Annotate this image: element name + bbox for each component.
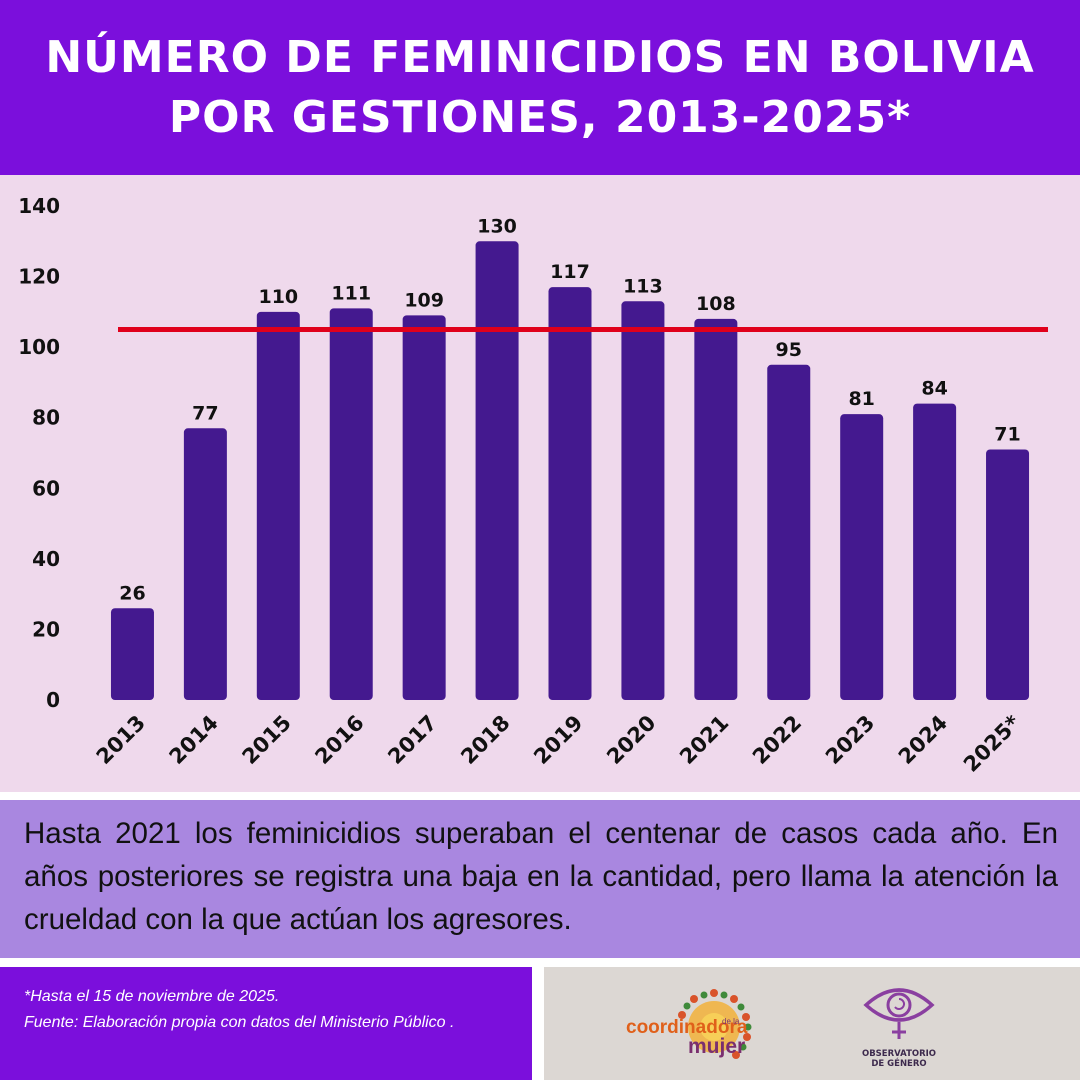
x-tick-label: 2014 (165, 711, 223, 769)
bar (621, 301, 665, 700)
bar (256, 311, 300, 700)
y-tick-label: 80 (32, 406, 60, 430)
x-tick-label: 2020 (602, 711, 660, 769)
bar-value-label: 26 (119, 582, 145, 604)
observatorio-logo-line2: DE GÉNERO (871, 1059, 927, 1069)
bar (548, 287, 592, 700)
mujer-logo-text: mujer (688, 1035, 746, 1058)
chart-title-line-1: NÚMERO DE FEMINICIDIOS EN BOLIVIA (45, 31, 1035, 83)
x-tick-label: 2024 (894, 711, 952, 769)
x-tick-label: 2015 (238, 711, 296, 769)
x-tick-label: 2018 (456, 711, 514, 769)
bar-value-label: 110 (258, 286, 298, 308)
x-tick-label: 2013 (92, 711, 150, 769)
bar-value-label: 109 (404, 289, 444, 311)
chart-title-line-2: POR GESTIONES, 2013-2025* (168, 91, 912, 143)
bar-value-label: 71 (994, 423, 1020, 445)
bar-value-label: 108 (696, 293, 736, 315)
y-tick-label: 140 (18, 194, 60, 218)
chart-panel: 0 20 40 60 80 100 120 140 26 2013 77 2014 110 2015 111… (0, 175, 1080, 792)
x-tick-label: 2017 (383, 711, 441, 769)
bar (110, 608, 154, 700)
y-tick-label: 40 (32, 547, 60, 571)
x-tick-label: 2021 (675, 711, 733, 769)
bar (767, 364, 811, 700)
eye-venus-icon (863, 988, 935, 1039)
bar (913, 403, 957, 700)
y-tick-label: 60 (32, 476, 60, 500)
bar-value-label: 84 (921, 378, 947, 400)
bar (402, 315, 446, 700)
commentary-text: Hasta 2021 los feminicidios superaban el… (24, 817, 1058, 936)
bar (475, 241, 519, 700)
bar-value-label: 81 (848, 388, 874, 410)
bar-value-label: 77 (192, 402, 218, 424)
bar (840, 414, 884, 700)
y-tick-label: 100 (18, 335, 60, 359)
bar-chart: 0 20 40 60 80 100 120 140 26 2013 77 2014 110 2015 111… (18, 194, 1048, 777)
bar-value-label: 117 (550, 261, 590, 283)
observatorio-logo-line1: OBSERVATORIO (861, 1049, 937, 1059)
title-banner: NÚMERO DE FEMINICIDIOS EN BOLIVIA POR GE… (0, 0, 1080, 175)
bar (329, 308, 373, 700)
coordinadora-de-la-mujer-logo: coordinadora de la mujer (626, 985, 756, 1067)
bar-value-label: 113 (623, 275, 663, 297)
coordinadora-logo-small-text: de la (722, 1017, 740, 1026)
footer-logos: coordinadora de la mujer OBSERVATORIO DE… (544, 967, 1080, 1080)
x-tick-label: 2025* (959, 711, 1025, 777)
y-tick-label: 20 (32, 617, 60, 641)
bar-value-label: 130 (477, 215, 517, 237)
bar-value-label: 111 (331, 282, 371, 304)
x-tick-label: 2022 (748, 711, 806, 769)
source-text: Fuente: Elaboración propia con datos del… (24, 1014, 455, 1031)
footer-notes: *Hasta el 15 de noviembre de 2025. Fuent… (0, 967, 532, 1080)
bar (694, 318, 738, 700)
footnote-text: *Hasta el 15 de noviembre de 2025. (24, 988, 280, 1005)
y-tick-label: 0 (46, 688, 60, 712)
x-tick-label: 2019 (529, 711, 587, 769)
x-tick-label: 2016 (310, 711, 368, 769)
sun-figures-icon (678, 989, 752, 1059)
observatorio-de-genero-logo: OBSERVATORIO DE GÉNERO (844, 977, 954, 1077)
bar (986, 449, 1030, 700)
commentary-box: Hasta 2021 los feminicidios superaban el… (0, 800, 1080, 958)
bar-value-label: 95 (776, 339, 802, 361)
bar (183, 428, 227, 700)
x-tick-label: 2023 (821, 711, 879, 769)
y-tick-label: 120 (18, 265, 60, 289)
coordinadora-logo-text: coordinadora (626, 1017, 748, 1038)
